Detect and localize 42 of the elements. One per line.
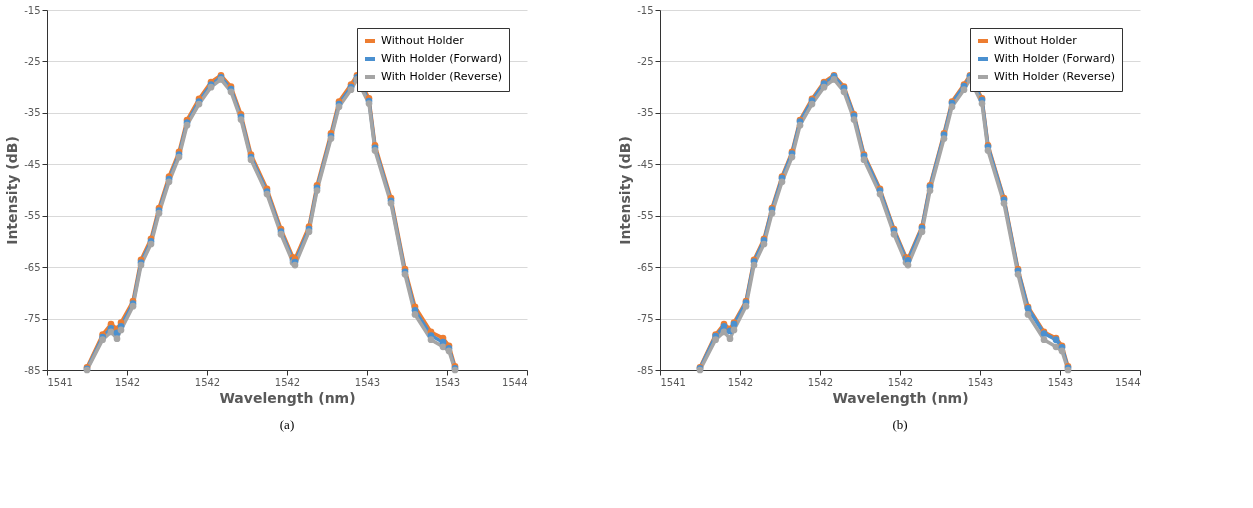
y-tick-label: -25 bbox=[637, 55, 654, 67]
y-tick-label: -15 bbox=[24, 4, 41, 16]
x-tick-label: 1542 bbox=[274, 376, 301, 388]
y-tick-label: -55 bbox=[637, 210, 654, 222]
y-tick-label: -85 bbox=[24, 364, 41, 376]
x-tick-label: 1543 bbox=[354, 376, 381, 388]
y-tick-label: -35 bbox=[24, 107, 41, 119]
legend-label: With Holder (Reverse) bbox=[381, 70, 503, 83]
text: (b) bbox=[892, 417, 908, 432]
y-tick-label: -75 bbox=[24, 313, 41, 325]
legend-label: With Holder (Forward) bbox=[381, 52, 503, 65]
x-tick-label: 1542 bbox=[114, 376, 141, 388]
x-tick-label: 1543 bbox=[967, 376, 994, 388]
legend-label: Without Holder bbox=[994, 34, 1078, 47]
x-tick-label: 1542 bbox=[727, 376, 754, 388]
y-tick-label: -35 bbox=[637, 107, 654, 119]
x-tick-label: 1543 bbox=[1047, 376, 1074, 388]
y-tick-label: -85 bbox=[637, 364, 654, 376]
x-tick-label: 1542 bbox=[194, 376, 221, 388]
y-tick-label: -65 bbox=[637, 261, 654, 273]
y-tick-label: -25 bbox=[24, 55, 41, 67]
y-tick-label: -65 bbox=[24, 261, 41, 273]
y-tick-label: -15 bbox=[637, 4, 654, 16]
x-tick-label: 1544 bbox=[1115, 376, 1141, 388]
x-tick-label: 1544 bbox=[502, 376, 528, 388]
legend-label: With Holder (Reverse) bbox=[994, 70, 1116, 83]
x-axis-title: Wavelength (nm) bbox=[219, 389, 356, 406]
y-tick-label: -75 bbox=[637, 313, 654, 325]
y-axis-title: Intensity (dB) bbox=[4, 136, 21, 245]
x-tick-label: 1542 bbox=[887, 376, 914, 388]
text: (a) bbox=[279, 417, 295, 432]
y-tick-label: -45 bbox=[637, 158, 654, 170]
x-axis-title: Wavelength (nm) bbox=[832, 389, 969, 406]
legend-label: With Holder (Forward) bbox=[994, 52, 1116, 65]
y-tick-label: -45 bbox=[24, 158, 41, 170]
x-tick-label: 1541 bbox=[47, 376, 73, 388]
x-tick-label: 1543 bbox=[434, 376, 461, 388]
y-axis-title: Intensity (dB) bbox=[617, 136, 634, 245]
x-tick-label: 1541 bbox=[660, 376, 686, 388]
legend-label: Without Holder bbox=[381, 34, 465, 47]
y-tick-label: -55 bbox=[24, 210, 41, 222]
x-tick-label: 1542 bbox=[807, 376, 834, 388]
